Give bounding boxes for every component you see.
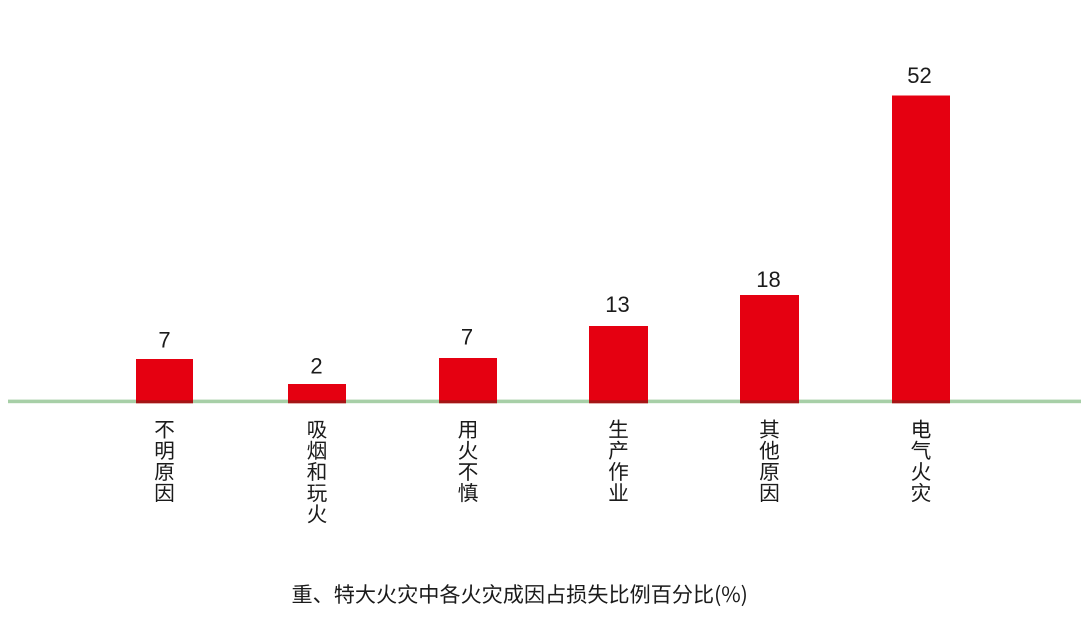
svg-text:52: 52	[907, 63, 931, 88]
svg-text:7: 7	[158, 328, 170, 353]
svg-text:2: 2	[310, 354, 322, 379]
svg-text:7: 7	[461, 325, 473, 350]
svg-text:13: 13	[605, 292, 629, 317]
svg-text:18: 18	[756, 267, 780, 292]
